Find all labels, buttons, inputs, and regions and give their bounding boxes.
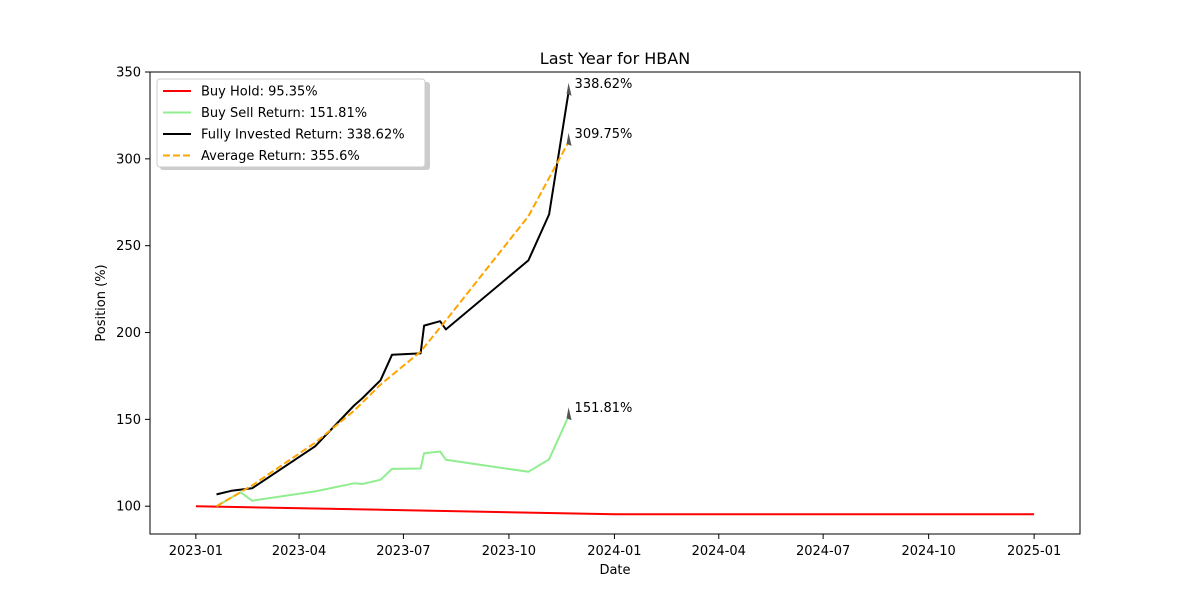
annotations: 338.62% 309.75% 151.81%: [566, 77, 633, 421]
series-line-1: [216, 415, 570, 508]
annotation-label: 309.75%: [575, 127, 633, 142]
series-line-2: [216, 91, 570, 496]
x-tick-label: 2024-07: [796, 544, 850, 559]
x-tick-label: 2024-04: [692, 544, 746, 559]
x-tick-label: 2023-07: [376, 544, 430, 559]
y-tick-label: 250: [116, 239, 141, 254]
x-tick-label: 2024-10: [901, 544, 955, 559]
series-line-0: [195, 505, 1035, 516]
x-tick-label: 2023-04: [272, 544, 326, 559]
x-tick-label: 2023-10: [482, 544, 536, 559]
x-axis-label: Date: [599, 563, 630, 578]
legend-label: Average Return: 355.6%: [201, 149, 360, 164]
legend-label: Buy Hold: 95.35%: [201, 85, 318, 100]
x-axis: 2023-01 2023-04 2023-07 2023-10 2024-01 2024-…: [169, 534, 1061, 559]
legend: Buy Hold: 95.35% Buy Sell Return: 151.81%…: [156, 78, 430, 170]
series-line-3: [215, 141, 570, 508]
y-tick-label: 150: [116, 413, 141, 428]
legend-label: Buy Sell Return: 151.81%: [201, 106, 367, 121]
y-tick-label: 300: [116, 152, 141, 167]
annotation-arrow: [566, 407, 572, 421]
x-tick-label: 2025-01: [1007, 544, 1061, 559]
axes-frame: [149, 71, 1081, 535]
annotation-arrow: [566, 82, 572, 96]
y-tick-label: 200: [116, 326, 141, 341]
y-axis-label: Position (%): [94, 264, 109, 341]
chart-title: Last Year for HBAN: [540, 49, 690, 68]
x-tick-label: 2024-01: [587, 544, 641, 559]
annotation-label: 151.81%: [575, 401, 633, 416]
y-tick-label: 350: [116, 66, 141, 81]
y-tick-label: 100: [116, 500, 141, 515]
plot-area: [195, 91, 1035, 516]
annotation-label: 338.62%: [575, 77, 633, 92]
annotation-arrow: [566, 132, 572, 146]
legend-label: Fully Invested Return: 338.62%: [201, 128, 405, 143]
y-axis: 100 150 200 250 300 350: [116, 66, 150, 515]
x-tick-label: 2023-01: [169, 544, 223, 559]
legend-box: [156, 78, 426, 168]
